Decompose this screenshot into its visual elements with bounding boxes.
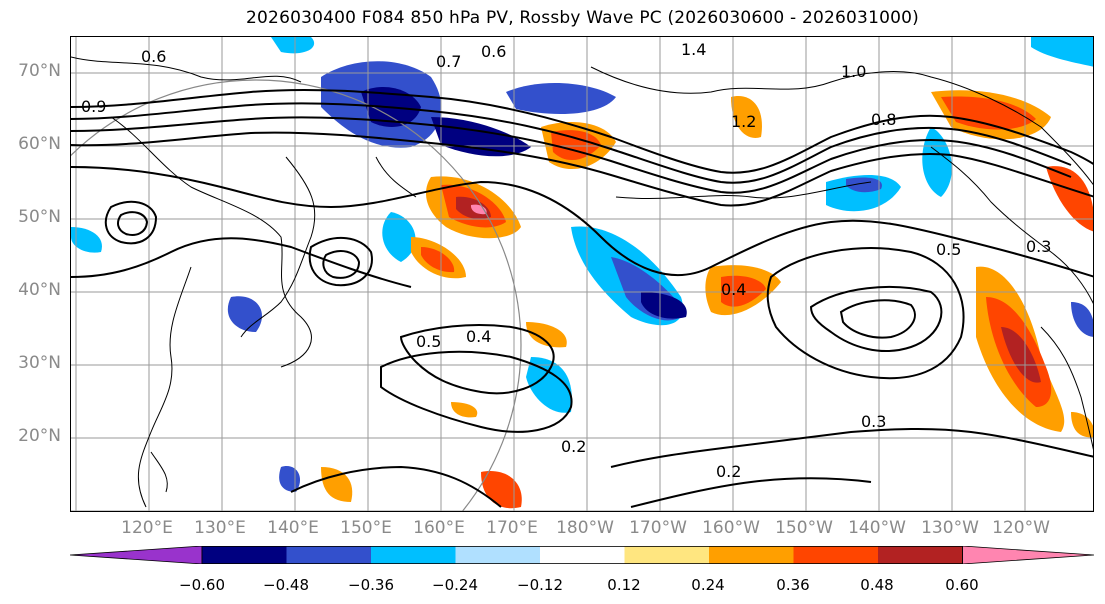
pv-pos-patch <box>721 275 766 307</box>
pv-pos-patch <box>731 96 762 138</box>
contour-label: 0.5 <box>416 332 441 351</box>
pv-pos-patch <box>1001 327 1041 383</box>
contour-label: 0.7 <box>436 52 461 71</box>
lon-label-150e: 150°E <box>340 518 392 538</box>
pv-neg-patch <box>1071 302 1093 337</box>
colorbar-tick: 0.48 <box>860 576 894 594</box>
colorbar-segment <box>709 546 794 564</box>
contour-label: 0.3 <box>1026 237 1051 256</box>
colorbar-segment <box>878 546 963 564</box>
colorbar-frame <box>201 546 963 564</box>
contour-label: 0.2 <box>561 437 586 456</box>
contour-label: 0.3 <box>861 412 886 431</box>
pv-pos-patch <box>451 402 478 418</box>
pv-pos-patch <box>526 322 567 348</box>
contour-label: 1.4 <box>681 40 706 59</box>
lon-label-150w: 150°W <box>775 518 833 538</box>
pv-neg-patch <box>382 212 416 262</box>
lon-label-170e: 170°E <box>486 518 538 538</box>
pv-neg-patch <box>71 227 102 253</box>
colorbar-tick: 0.24 <box>691 576 725 594</box>
chart-title: 2026030400 F084 850 hPa PV, Rossby Wave … <box>246 8 919 28</box>
colorbar-segment <box>455 546 541 564</box>
pv-pos-patch <box>321 467 353 502</box>
contour-label: 0.4 <box>466 327 491 346</box>
colorbar-extend-low <box>70 546 203 564</box>
colorbar <box>70 546 1094 564</box>
lat-label-30: 30°N <box>18 353 61 373</box>
pv-pos-patch <box>941 96 1036 130</box>
contour-label: 0.2 <box>716 462 741 481</box>
lon-label-140w: 140°W <box>848 518 906 538</box>
pv-neg-patch <box>506 82 616 114</box>
lon-label-160w: 160°W <box>702 518 760 538</box>
contour-label: 0.8 <box>871 110 896 129</box>
pv-contours <box>71 88 1093 508</box>
lat-label-40: 40°N <box>18 280 61 300</box>
contour-label: 0.4 <box>721 280 746 299</box>
colorbar-tick: −0.12 <box>517 576 563 594</box>
pv-pos-patch <box>1046 166 1093 232</box>
colorbar-tick: −0.24 <box>432 576 478 594</box>
colorbar-extend-high <box>962 546 1094 564</box>
range-circle <box>71 79 522 511</box>
contour-label: 1.2 <box>731 112 756 131</box>
contour-label: 0.5 <box>936 240 961 259</box>
lon-label-130w: 130°W <box>921 518 979 538</box>
lat-label-60: 60°N <box>18 134 61 154</box>
colorbar-segment <box>793 546 879 564</box>
lon-label-130e: 130°E <box>194 518 246 538</box>
lon-label-180w: 180°W <box>556 518 614 538</box>
contour-label: 0.9 <box>81 97 106 116</box>
pv-neg-patch <box>526 357 572 413</box>
colorbar-tick: −0.60 <box>179 576 225 594</box>
pv-pos-patch <box>421 247 455 273</box>
lon-label-120e: 120°E <box>121 518 173 538</box>
pv-neg-patch <box>227 296 262 332</box>
colorbar-tick: 0.60 <box>945 576 979 594</box>
lon-label-160e: 160°E <box>413 518 465 538</box>
colorbar-tick: 0.36 <box>776 576 810 594</box>
lat-label-50: 50°N <box>18 207 61 227</box>
colorbar-segment <box>202 546 287 564</box>
colorbar-segment <box>286 546 372 564</box>
contour-label: 0.6 <box>141 47 166 66</box>
lon-label-120w: 120°W <box>992 518 1050 538</box>
colorbar-tick: −0.48 <box>263 576 309 594</box>
colorbar-svg <box>70 546 1094 564</box>
pv-neg-patch <box>1031 37 1093 67</box>
pv-neg-patch <box>826 175 901 212</box>
pv-pos-patch <box>551 130 601 161</box>
pv-neg-patch <box>271 37 315 54</box>
map-svg: 1.4 1.0 0.6 0.7 0.8 0.5 0.4 0.3 0.2 1.2 … <box>71 37 1093 511</box>
colorbar-tick: 0.12 <box>607 576 641 594</box>
colorbar-tick: −0.36 <box>348 576 394 594</box>
colorbar-segment <box>371 546 456 564</box>
lon-label-170w: 170°W <box>629 518 687 538</box>
contour-label: 0.6 <box>481 42 506 61</box>
contour-label: 1.0 <box>841 62 866 81</box>
lat-label-20: 20°N <box>18 426 61 446</box>
lon-label-140e: 140°E <box>267 518 319 538</box>
pv-pos-patch <box>481 471 522 509</box>
pv-neg-patch <box>922 127 952 197</box>
pv-shading <box>71 37 1093 509</box>
pv-neg-patch <box>641 292 687 319</box>
lat-label-70: 70°N <box>18 61 61 81</box>
pv-pos-patch <box>1071 412 1093 438</box>
pv-neg-patch <box>846 177 882 193</box>
map-panel: 1.4 1.0 0.6 0.7 0.8 0.5 0.4 0.3 0.2 1.2 … <box>70 36 1094 512</box>
colorbar-segment <box>540 546 625 564</box>
colorbar-segment <box>624 546 710 564</box>
